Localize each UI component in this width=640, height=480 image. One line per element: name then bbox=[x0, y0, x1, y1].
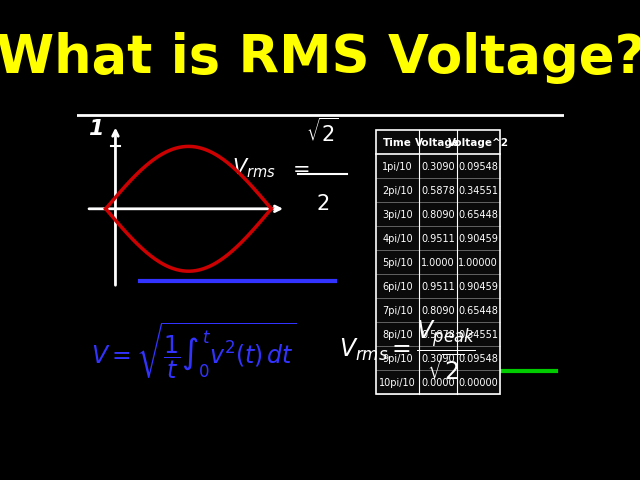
Text: 1.0000: 1.0000 bbox=[421, 258, 454, 268]
Text: 0.34551: 0.34551 bbox=[458, 330, 499, 340]
Text: $=$: $=$ bbox=[289, 158, 310, 178]
Text: $V_{rms} = \dfrac{V_{peak}}{\sqrt{2}}$: $V_{rms} = \dfrac{V_{peak}}{\sqrt{2}}$ bbox=[339, 319, 476, 382]
Text: 0.00000: 0.00000 bbox=[458, 378, 498, 388]
Text: 0.3090: 0.3090 bbox=[421, 162, 454, 172]
Text: 8pi/10: 8pi/10 bbox=[382, 330, 413, 340]
Text: 3pi/10: 3pi/10 bbox=[382, 210, 413, 220]
Text: 0.9511: 0.9511 bbox=[421, 282, 455, 292]
Text: 4pi/10: 4pi/10 bbox=[382, 234, 413, 244]
Text: 6pi/10: 6pi/10 bbox=[382, 282, 413, 292]
Text: Voltage^2: Voltage^2 bbox=[448, 138, 509, 148]
Text: 2pi/10: 2pi/10 bbox=[382, 186, 413, 196]
Text: $V_{rms}$: $V_{rms}$ bbox=[232, 156, 276, 180]
Text: 1pi/10: 1pi/10 bbox=[382, 162, 413, 172]
Text: What is RMS Voltage?: What is RMS Voltage? bbox=[0, 32, 640, 84]
Text: 0.9511: 0.9511 bbox=[421, 234, 455, 244]
Text: 0.8090: 0.8090 bbox=[421, 306, 454, 316]
Text: 0.09548: 0.09548 bbox=[458, 162, 498, 172]
Text: Time: Time bbox=[383, 138, 412, 148]
Text: 0.34551: 0.34551 bbox=[458, 186, 499, 196]
Text: 0.65448: 0.65448 bbox=[458, 306, 498, 316]
Text: 7pi/10: 7pi/10 bbox=[382, 306, 413, 316]
Text: 0.90459: 0.90459 bbox=[458, 282, 498, 292]
Text: 0.3090: 0.3090 bbox=[421, 354, 454, 364]
Text: 1: 1 bbox=[88, 119, 104, 139]
Text: $V = \sqrt{\dfrac{1}{t}\int_0^t v^2(t)\,dt}$: $V = \sqrt{\dfrac{1}{t}\int_0^t v^2(t)\,… bbox=[91, 320, 296, 381]
FancyBboxPatch shape bbox=[376, 130, 500, 394]
Text: 0.5878: 0.5878 bbox=[421, 330, 455, 340]
Text: Voltage: Voltage bbox=[415, 138, 460, 148]
Text: 1.00000: 1.00000 bbox=[458, 258, 498, 268]
Text: 0.5878: 0.5878 bbox=[421, 186, 455, 196]
Text: $\sqrt{2}$: $\sqrt{2}$ bbox=[306, 118, 339, 146]
Text: 0.0000: 0.0000 bbox=[421, 378, 454, 388]
Text: 5pi/10: 5pi/10 bbox=[382, 258, 413, 268]
Text: 0.8090: 0.8090 bbox=[421, 210, 454, 220]
Text: 10pi/10: 10pi/10 bbox=[379, 378, 416, 388]
Text: 9pi/10: 9pi/10 bbox=[382, 354, 413, 364]
Text: 0.90459: 0.90459 bbox=[458, 234, 498, 244]
Text: $2$: $2$ bbox=[316, 194, 329, 215]
Text: 0.65448: 0.65448 bbox=[458, 210, 498, 220]
Text: 0.09548: 0.09548 bbox=[458, 354, 498, 364]
